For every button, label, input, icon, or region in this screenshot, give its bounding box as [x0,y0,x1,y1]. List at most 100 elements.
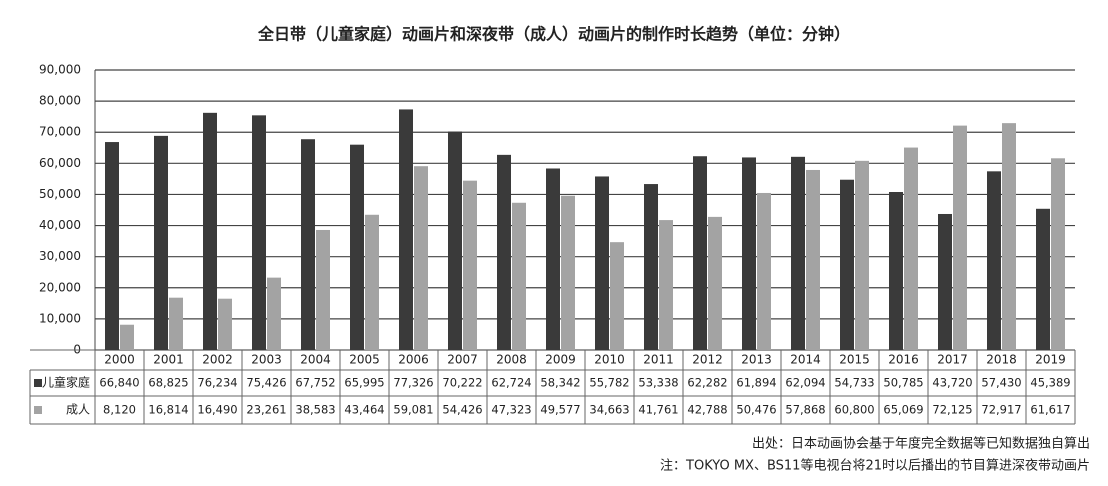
y-tick-label: 70,000 [39,125,81,139]
table-cell: 43,720 [932,376,972,390]
source-note: 出处：日本动画协会基于年度完全数据等已知数据独自算出 [752,436,1090,452]
table-cell: 61,617 [1030,403,1070,417]
y-tick-label: 60,000 [39,156,81,170]
table-cell: 49,577 [540,403,580,417]
table-cell: 8,120 [103,403,136,417]
table-cell: 62,282 [687,376,727,390]
y-tick-label: 50,000 [39,187,81,201]
legend-swatch [34,406,42,414]
table-cell: 54,733 [834,376,874,390]
x-tick-label: 2000 [104,353,135,367]
y-tick-label: 80,000 [39,94,81,108]
y-tick-label: 30,000 [39,249,81,263]
bar [546,168,560,350]
table-cell: 50,785 [883,376,923,390]
table-cell: 58,342 [540,376,580,390]
bar [938,213,952,350]
x-tick-label: 2003 [251,353,282,367]
bar [757,192,771,350]
bar [120,324,134,350]
x-tick-label: 2006 [398,353,429,367]
table-cell: 65,995 [344,376,384,390]
bar [693,156,707,350]
bar [742,157,756,350]
bar [659,220,673,350]
table-cell: 16,490 [197,403,237,417]
table-cell: 72,917 [981,403,1021,417]
chart-title: 全日带（儿童家庭）动画片和深夜带（成人）动画片的制作时长趋势（单位：分钟） [257,25,850,44]
bar [791,156,805,350]
table-cell: 77,326 [393,376,433,390]
bar [610,242,624,350]
table-cell: 72,125 [932,403,972,417]
x-tick-label: 2012 [692,353,723,367]
x-tick-label: 2014 [790,353,821,367]
table-cell: 61,894 [736,376,776,390]
footnote: 注：TOKYO MX、BS11等电视台将21时以后播出的节目算进深夜带动画片 [660,458,1090,474]
x-tick-label: 2007 [447,353,478,367]
x-tick-label: 2013 [741,353,772,367]
table-cell: 59,081 [393,403,433,417]
x-tick-label: 2017 [937,353,968,367]
table-cell: 65,069 [883,403,923,417]
table-cell: 45,389 [1030,376,1070,390]
bar [987,171,1001,350]
table-cell: 62,094 [785,376,825,390]
bar [365,214,379,350]
table-cell: 50,476 [736,403,776,417]
x-tick-label: 2002 [202,353,233,367]
table-cell: 57,868 [785,403,825,417]
legend-label: 儿童家庭 [42,375,90,390]
table-cell: 34,663 [589,403,629,417]
bar [840,179,854,350]
bar [1002,123,1016,350]
table-cell: 54,426 [442,403,482,417]
table-cell: 76,234 [197,376,237,390]
x-tick-label: 2009 [545,353,576,367]
bar [889,192,903,350]
table-cell: 23,261 [246,403,286,417]
bar [448,131,462,350]
bar [252,115,266,350]
bar [806,169,820,350]
bar [595,176,609,350]
table-cell: 53,338 [638,376,678,390]
y-tick-label: 90,000 [39,63,81,77]
bar [218,298,232,350]
bar [169,297,183,350]
table-cell: 67,752 [295,376,335,390]
table-cell: 38,583 [295,403,335,417]
y-tick-label: 20,000 [39,280,81,294]
bar [301,139,315,350]
bar [904,147,918,350]
bar [1036,208,1050,350]
x-tick-label: 2016 [888,353,919,367]
table-cell: 55,782 [589,376,629,390]
table-cell: 57,430 [981,376,1021,390]
bar [953,125,967,350]
table-cell: 62,724 [491,376,531,390]
bar [463,180,477,350]
bar [105,142,119,350]
bar [203,112,217,351]
x-tick-label: 2010 [594,353,625,367]
bar [1051,158,1065,350]
bar [350,144,364,350]
bar [561,195,575,350]
table-cell: 42,788 [687,403,727,417]
table-cell: 68,825 [148,376,188,390]
x-tick-label: 2019 [1035,353,1066,367]
table-cell: 47,323 [491,403,531,417]
table-cell: 70,222 [442,376,482,390]
bar [414,166,428,350]
x-tick-label: 2011 [643,353,674,367]
legend-swatch [34,379,42,387]
bar [154,135,168,350]
bar [855,160,869,350]
x-tick-label: 2001 [153,353,184,367]
bar [267,277,281,350]
table-cell: 60,800 [834,403,874,417]
x-tick-label: 2004 [300,353,331,367]
x-tick-label: 2015 [839,353,870,367]
